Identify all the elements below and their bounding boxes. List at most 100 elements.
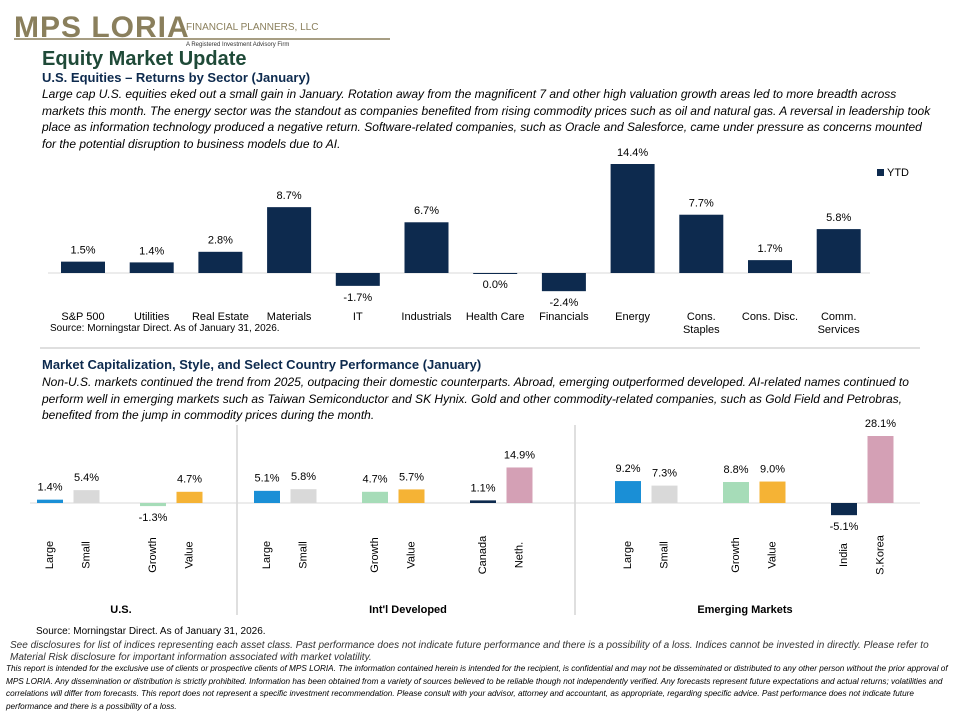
bar xyxy=(470,500,496,503)
bar xyxy=(73,490,100,503)
bar xyxy=(267,207,312,273)
value-label: 14.9% xyxy=(504,449,535,461)
value-label: 9.2% xyxy=(615,463,640,475)
value-label: 9.0% xyxy=(760,463,785,475)
value-label: -1.7% xyxy=(343,292,372,304)
x-tick-label: Large xyxy=(622,541,634,569)
bar xyxy=(61,261,105,273)
bar xyxy=(198,251,243,273)
x-tick-label: Growth xyxy=(369,537,381,572)
value-label: 8.8% xyxy=(723,464,748,476)
bar xyxy=(473,273,518,274)
value-label: 1.5% xyxy=(70,245,95,257)
legend-label: YTD xyxy=(887,167,909,179)
x-tick-label: Materials xyxy=(266,311,312,323)
bar xyxy=(816,229,861,273)
bar xyxy=(831,503,857,516)
bar xyxy=(679,214,724,273)
bar xyxy=(404,222,449,273)
bar xyxy=(867,436,894,503)
bar xyxy=(129,262,174,273)
section-heading: Market Capitalization, Style, and Select… xyxy=(42,357,482,372)
bar xyxy=(37,499,63,503)
bar xyxy=(335,273,380,286)
bar xyxy=(176,491,203,503)
bar xyxy=(290,489,317,503)
bar xyxy=(759,481,786,503)
source: Source: Morningstar Direct. As of Januar… xyxy=(36,626,266,637)
x-tick-label: Large xyxy=(261,541,273,569)
group-label: U.S. xyxy=(110,604,131,616)
x-tick-label: Cons. Staples xyxy=(682,311,720,336)
x-tick-label: Small xyxy=(297,541,309,569)
x-tick-label: India xyxy=(838,542,850,567)
x-tick-label: Utilities xyxy=(133,311,170,323)
value-label: 1.7% xyxy=(757,243,782,255)
x-tick-label: Energy xyxy=(615,311,651,323)
value-label: 8.7% xyxy=(277,190,302,202)
bar xyxy=(506,467,533,503)
value-label: 14.4% xyxy=(617,147,648,159)
bar xyxy=(615,481,641,503)
x-tick-label: Cons. Disc. xyxy=(741,311,799,323)
disclosure: See disclosures for list of indices repr… xyxy=(10,640,929,663)
x-tick-label: Canada xyxy=(477,535,489,574)
x-tick-label: Financials xyxy=(539,311,589,323)
x-tick-label: Neth. xyxy=(513,542,525,568)
bar xyxy=(541,273,586,292)
value-label: -2.4% xyxy=(550,297,579,309)
bar xyxy=(254,490,280,503)
x-tick-label: Value xyxy=(183,541,195,568)
value-label: 5.1% xyxy=(254,473,279,485)
x-tick-label: Large xyxy=(44,541,56,569)
value-label: -5.1% xyxy=(830,521,859,533)
section-heading: U.S. Equities – Returns by Sector (Janua… xyxy=(42,70,311,85)
x-tick-label: Growth xyxy=(147,537,159,572)
group-label: Int'l Developed xyxy=(369,604,447,616)
value-label: 5.8% xyxy=(826,212,851,224)
x-tick-label: Health Care xyxy=(465,311,525,323)
value-label: -1.3% xyxy=(139,512,168,524)
source: Source: Morningstar Direct. As of Januar… xyxy=(50,323,280,334)
bar xyxy=(398,489,425,503)
x-tick-label: IT xyxy=(352,311,363,323)
x-tick-label: Growth xyxy=(730,537,742,572)
x-tick-label: Real Estate xyxy=(191,311,249,323)
x-tick-label: Small xyxy=(80,541,92,569)
x-tick-label: S&P 500 xyxy=(61,311,105,323)
x-tick-label: Value xyxy=(766,541,778,568)
value-label: 1.1% xyxy=(470,482,495,494)
value-label: 4.7% xyxy=(362,474,387,486)
x-tick-label: S.Korea xyxy=(874,534,886,575)
value-label: 2.8% xyxy=(208,235,233,247)
page-title: Equity Market Update xyxy=(42,48,247,70)
x-tick-label: Value xyxy=(405,541,417,568)
value-label: 5.4% xyxy=(74,472,99,484)
value-label: 7.7% xyxy=(689,198,714,210)
x-tick-label: Comm. Services xyxy=(817,311,860,336)
section-body: Large cap U.S. equities eked out a small… xyxy=(42,87,931,151)
tagline: A Registered Investment Advisory Firm xyxy=(186,42,289,48)
value-label: 0.0% xyxy=(483,279,508,291)
value-label: 1.4% xyxy=(139,245,164,257)
legend-swatch xyxy=(877,169,884,176)
x-tick-label: Small xyxy=(658,541,670,569)
bar xyxy=(748,260,792,273)
bar xyxy=(362,491,388,503)
value-label: 7.3% xyxy=(652,468,677,480)
x-tick-label: Industrials xyxy=(401,311,452,323)
value-label: 6.7% xyxy=(414,205,439,217)
firm-name: FINANCIAL PLANNERS, LLC xyxy=(186,22,318,33)
bar xyxy=(651,485,678,503)
bar xyxy=(723,482,749,503)
section-body: Non-U.S. markets continued the trend fro… xyxy=(42,375,909,422)
fine-print: This report is intended for the exclusiv… xyxy=(6,664,948,711)
bar xyxy=(610,164,655,273)
value-label: 28.1% xyxy=(865,418,896,430)
group-label: Emerging Markets xyxy=(697,604,792,616)
value-label: 4.7% xyxy=(177,474,202,486)
value-label: 5.7% xyxy=(399,471,424,483)
value-label: 5.8% xyxy=(291,471,316,483)
